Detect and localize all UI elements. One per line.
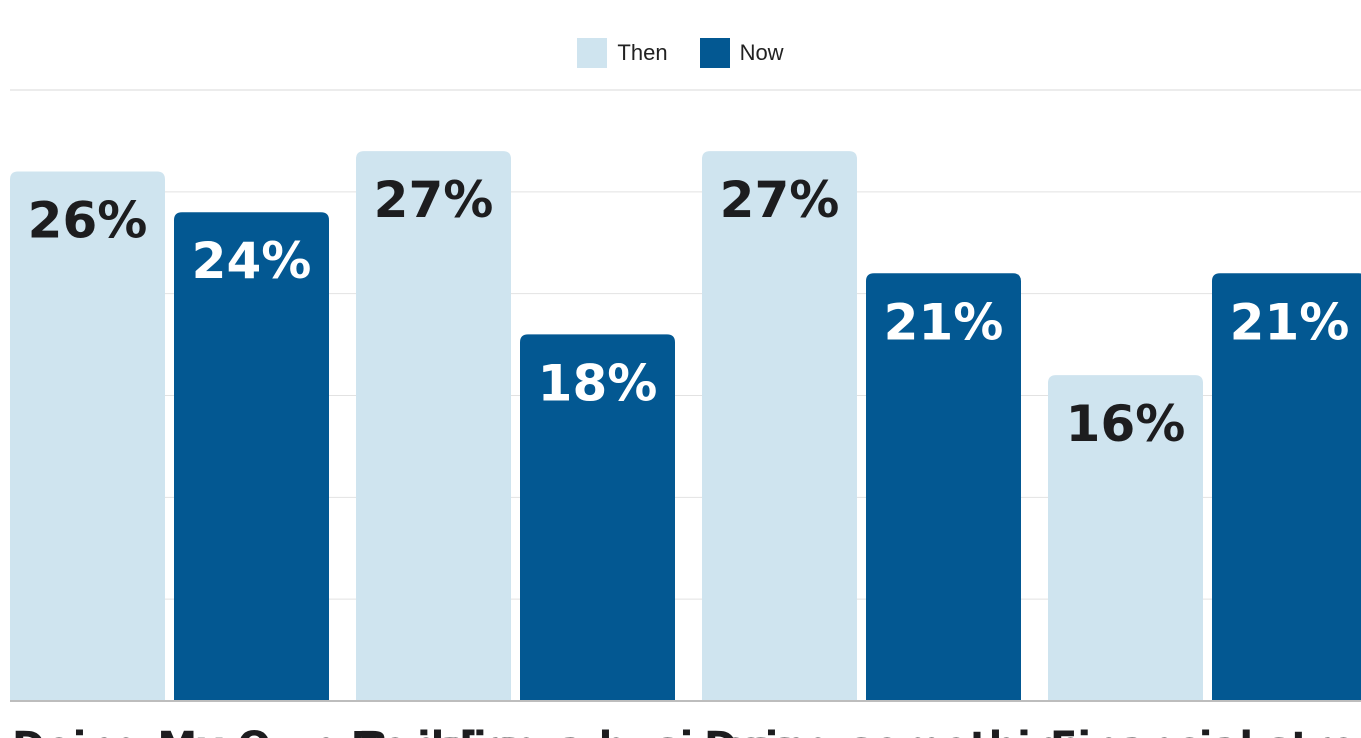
category-label-3: Financial stress [1050, 724, 1361, 738]
legend-label-now: Now [739, 40, 784, 65]
bar-now-0[interactable] [174, 212, 329, 701]
bar-then-3[interactable] [1048, 375, 1203, 701]
data-label-then-2: 27% [720, 171, 840, 229]
legend-item-now[interactable]: Now [699, 38, 784, 68]
bar-then-0[interactable] [10, 171, 165, 701]
legend-item-then[interactable]: Then [577, 38, 668, 68]
data-label-then-3: 16% [1066, 395, 1186, 453]
legend-swatch-then [577, 38, 608, 68]
category-label-2: Doing something [704, 724, 1088, 738]
category-label-0: Doing My Own Repairs [12, 724, 521, 738]
bar-labels: 26% 24% 27% 18% 27% 21% 16% 21% [28, 171, 1350, 453]
bars [10, 151, 1361, 702]
bar-now-1[interactable] [520, 334, 675, 701]
category-label-1: Building a business [358, 724, 797, 738]
data-label-now-0: 24% [192, 232, 312, 290]
bar-then-1[interactable] [356, 151, 511, 702]
legend-swatch-now [699, 38, 730, 68]
bar-now-3[interactable] [1212, 273, 1361, 701]
data-label-then-1: 27% [374, 171, 494, 229]
bar-now-2[interactable] [866, 273, 1021, 701]
data-label-now-3: 21% [1230, 293, 1350, 351]
data-label-then-0: 26% [28, 191, 148, 249]
data-label-now-2: 21% [884, 293, 1004, 351]
bar-then-2[interactable] [702, 151, 857, 702]
data-label-now-1: 18% [538, 354, 658, 412]
legend: Then Now [0, 38, 1361, 68]
category-labels: Doing My Own RepairsBuilding a businessD… [12, 724, 1361, 738]
legend-label-then: Then [617, 40, 668, 65]
